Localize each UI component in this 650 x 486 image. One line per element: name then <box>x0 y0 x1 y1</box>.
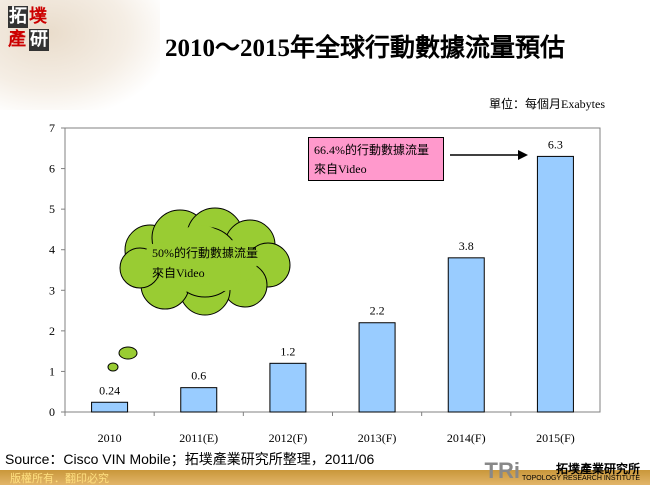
brand-logo: TRi 拓墣產業研究所 TOPOLOGY RESEARCH INSTITUTE <box>440 458 640 485</box>
cloud-fill <box>209 259 241 291</box>
annotation-box-video-2015: 66.4%的行動數據流量來自Video <box>308 137 444 181</box>
bar <box>91 401 129 413</box>
data-label: 1.2 <box>280 344 295 358</box>
x-tick-label: 2013(F) <box>358 431 397 445</box>
unit-label: 單位：每個月Exabytes <box>489 97 605 111</box>
data-label: 0.24 <box>99 383 120 397</box>
y-tick-label: 7 <box>49 121 55 135</box>
brand-short: TRi <box>484 458 520 483</box>
footer-bar <box>0 470 650 485</box>
x-tick-label: 2011(E) <box>179 431 218 445</box>
y-tick-label: 4 <box>49 243 55 257</box>
bar <box>447 257 485 413</box>
cloud-fill <box>162 257 198 293</box>
logo: 拓 墣 產 研 <box>8 6 49 51</box>
x-tick-label: 2015(F) <box>536 431 575 445</box>
brand-en: TOPOLOGY RESEARCH INSTITUTE <box>522 475 640 482</box>
x-tick-label: 2012(F) <box>269 431 308 445</box>
data-label: 3.8 <box>459 239 474 253</box>
data-label: 2.2 <box>370 304 385 318</box>
y-tick-label: 6 <box>49 162 55 176</box>
bar <box>358 322 396 413</box>
brand-cn: 拓墣產業研究所 <box>555 462 640 476</box>
copyright: 版權所有．翻印必究 <box>10 472 109 485</box>
bar <box>269 362 307 413</box>
page-title: 2010～2015年全球行動數據流量預估 <box>164 35 565 62</box>
annotation-cloud-video-2010: 50%的行動數據流量來自Video <box>152 246 258 280</box>
bar <box>180 387 218 413</box>
x-tick-label: 2014(F) <box>447 431 486 445</box>
y-tick-label: 2 <box>49 324 55 338</box>
cloud-bubble <box>118 346 138 360</box>
y-tick-label: 1 <box>49 364 55 378</box>
source-note: Source：Cisco VIN Mobile；拓墣產業研究所整理，2011/0… <box>5 451 375 467</box>
y-tick-label: 0 <box>49 405 55 419</box>
data-label: 0.6 <box>191 369 206 383</box>
data-label: 6.3 <box>548 137 563 151</box>
bar <box>536 155 574 413</box>
y-tick-label: 3 <box>49 283 55 297</box>
arrow-head <box>518 150 528 160</box>
cloud-bubble <box>107 362 119 372</box>
y-tick-label: 5 <box>49 202 55 216</box>
x-tick-label: 2010 <box>98 431 122 445</box>
